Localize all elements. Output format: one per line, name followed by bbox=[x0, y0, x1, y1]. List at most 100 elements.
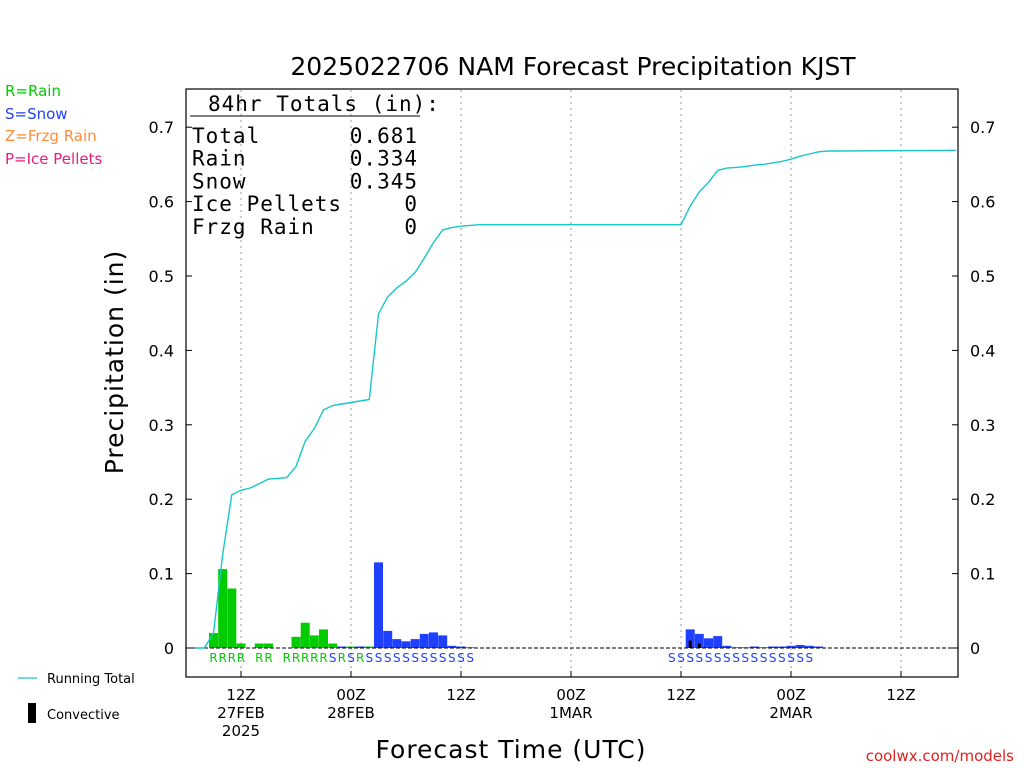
legend-rain: R=Rain bbox=[5, 82, 61, 100]
ptype-letter: S bbox=[457, 651, 465, 665]
totals-row-value: 0 bbox=[404, 215, 418, 239]
y-tick-label-left: 0.7 bbox=[149, 118, 174, 137]
legend-ice-pellets: P=Ice Pellets bbox=[5, 150, 102, 168]
snow-bar bbox=[383, 630, 393, 648]
y-tick-label-right: 0.4 bbox=[970, 341, 995, 360]
x-tick-label: 2025 bbox=[222, 722, 260, 740]
x-tick-label: 12Z bbox=[666, 686, 695, 704]
y-tick-label-right: 0.7 bbox=[970, 118, 995, 137]
snow-bar bbox=[804, 645, 814, 648]
ptype-letter: S bbox=[365, 651, 373, 665]
x-tick-label: 00Z bbox=[776, 686, 805, 704]
ptype-letter: R bbox=[219, 651, 227, 665]
snow-bar bbox=[749, 646, 759, 648]
y-tick-label-right: 0.2 bbox=[970, 490, 995, 509]
rain-bar bbox=[319, 629, 328, 648]
ptype-legend: R=Rain S=Snow Z=Frzg Rain P=Ice Pellets bbox=[5, 82, 102, 168]
rain-bar bbox=[309, 635, 319, 648]
snow-bar bbox=[355, 646, 365, 648]
ptype-letter: S bbox=[760, 651, 768, 665]
rain-bar bbox=[364, 646, 374, 648]
ptype-letter: R bbox=[237, 651, 245, 665]
ptype-letter: R bbox=[338, 651, 346, 665]
y-tick-label-left: 0.4 bbox=[149, 341, 174, 360]
y-tick-label-left: 0.6 bbox=[149, 193, 174, 212]
ptype-letter: R bbox=[356, 651, 364, 665]
y-tick-label-right: 0.5 bbox=[970, 267, 995, 286]
rain-bar bbox=[218, 569, 228, 648]
ptype-letter: S bbox=[723, 651, 731, 665]
ptype-letter: S bbox=[796, 651, 804, 665]
rain-bar bbox=[264, 643, 273, 648]
snow-bar bbox=[374, 562, 383, 648]
rain-bar bbox=[291, 636, 301, 648]
rain-bar bbox=[227, 588, 237, 648]
legend-convective: Convective bbox=[47, 708, 120, 723]
snow-bar bbox=[401, 641, 411, 648]
y-tick-label-left: 0 bbox=[164, 639, 174, 658]
bottom-legend: Running Total Convective bbox=[18, 672, 135, 723]
totals-heading: 84hr Totals (in): bbox=[208, 92, 440, 116]
y-tick-label-left: 0.2 bbox=[149, 490, 174, 509]
rain-bar bbox=[328, 643, 338, 648]
grid-lines bbox=[240, 90, 902, 676]
legend-snow: S=Snow bbox=[5, 105, 68, 123]
convective-swatch bbox=[28, 703, 36, 723]
x-tick-label: 12Z bbox=[226, 686, 255, 704]
legend-running-total: Running Total bbox=[47, 672, 135, 687]
legend-frzg-rain: Z=Frzg Rain bbox=[5, 127, 97, 145]
snow-bar bbox=[768, 646, 778, 648]
ptype-letter: S bbox=[448, 651, 456, 665]
running-total-layer bbox=[195, 149, 957, 649]
ptype-letter: S bbox=[393, 651, 401, 665]
rain-bar bbox=[300, 622, 310, 648]
ptype-letter: R bbox=[319, 651, 327, 665]
totals-row-label: Ice Pellets bbox=[192, 192, 342, 216]
credit-text: coolwx.com/models bbox=[866, 747, 1014, 765]
ptype-letter: S bbox=[714, 651, 722, 665]
totals-row-label: Rain bbox=[192, 147, 247, 171]
ptype-letter: R bbox=[292, 651, 300, 665]
totals-row-label: Snow bbox=[192, 169, 247, 193]
ptype-letter: S bbox=[732, 651, 740, 665]
snow-bar bbox=[429, 632, 438, 648]
ptype-letter: S bbox=[677, 651, 685, 665]
y-tick-label-left: 0.1 bbox=[149, 565, 174, 584]
x-tick-label: 00Z bbox=[556, 686, 585, 704]
y-tick-label-left: 0.3 bbox=[149, 416, 174, 435]
ptype-letter: S bbox=[466, 651, 474, 665]
ptype-letter: S bbox=[384, 651, 392, 665]
x-tick-label: 12Z bbox=[446, 686, 475, 704]
snow-bar bbox=[777, 646, 787, 648]
ptype-letter: S bbox=[750, 651, 758, 665]
ptype-letter: R bbox=[255, 651, 263, 665]
snow-bar bbox=[685, 629, 695, 648]
snow-bar bbox=[410, 639, 420, 648]
x-axis-label: Forecast Time (UTC) bbox=[376, 735, 647, 764]
rain-bar bbox=[346, 646, 356, 648]
ptype-letter: R bbox=[283, 651, 291, 665]
ptype-letter: S bbox=[787, 651, 795, 665]
x-tick-label: 00Z bbox=[336, 686, 365, 704]
ptype-letter: R bbox=[301, 651, 309, 665]
totals-row-value: 0.334 bbox=[350, 147, 418, 171]
ptype-letter: R bbox=[310, 651, 318, 665]
snow-bar bbox=[814, 646, 823, 648]
snow-bar bbox=[447, 645, 457, 648]
ptype-letter: R bbox=[228, 651, 236, 665]
ptype-letter: S bbox=[668, 651, 676, 665]
y-tick-label-right: 0.1 bbox=[970, 565, 995, 584]
snow-bar bbox=[456, 646, 466, 648]
ptype-letter: R bbox=[209, 651, 217, 665]
totals-row-label: Frzg Rain bbox=[192, 215, 315, 239]
ptype-letter: S bbox=[402, 651, 410, 665]
totals-row-value: 0.345 bbox=[350, 169, 418, 193]
ptype-letter: S bbox=[805, 651, 813, 665]
totals-box: 84hr Totals (in): Total 0.681 Rain 0.334 Sno… bbox=[190, 92, 440, 239]
x-tick-label: 28FEB bbox=[327, 704, 374, 722]
snow-bar bbox=[722, 645, 732, 648]
x-tick-label: 1MAR bbox=[549, 704, 592, 722]
